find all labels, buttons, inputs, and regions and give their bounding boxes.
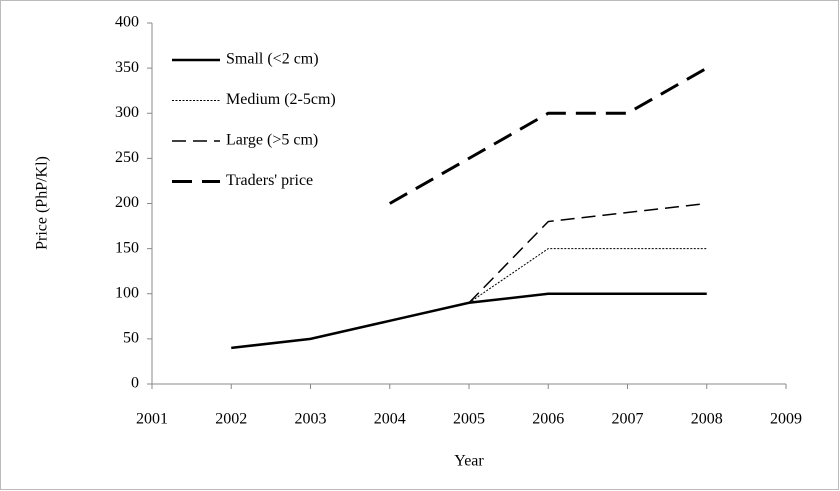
x-tick-label: 2005 (453, 411, 485, 428)
y-tick-label: 100 (115, 284, 139, 301)
y-tick-label: 150 (115, 239, 139, 256)
series-line (468, 248, 707, 304)
x-tick-label: 2004 (374, 411, 406, 428)
x-tick-label: 2003 (295, 411, 327, 428)
legend-label: Medium (2-5cm) (226, 91, 336, 108)
legend-label: Traders' price (226, 172, 313, 189)
legend-label: Large (>5 cm) (226, 132, 318, 149)
series-line (468, 202, 707, 304)
y-tick-label: 250 (115, 149, 139, 166)
y-tick-label: 400 (115, 14, 139, 31)
legend-label: Small (<2 cm) (226, 51, 319, 68)
x-tick-label: 2002 (215, 411, 247, 428)
y-tick-label: 50 (123, 330, 139, 347)
x-tick-label: 2008 (691, 411, 723, 428)
x-axis-label: Year (454, 453, 484, 470)
x-tick-label: 2007 (612, 411, 644, 428)
y-tick-label: 300 (115, 104, 139, 121)
x-tick-label: 2001 (136, 411, 168, 428)
y-axis-label: Price (PhP/Kl) (34, 156, 51, 250)
y-tick-label: 200 (115, 194, 139, 211)
y-tick-label: 350 (115, 59, 139, 76)
y-tick-label: 0 (131, 375, 139, 392)
x-tick-label: 2009 (770, 411, 802, 428)
series-line (389, 66, 708, 205)
x-tick-label: 2006 (532, 411, 564, 428)
